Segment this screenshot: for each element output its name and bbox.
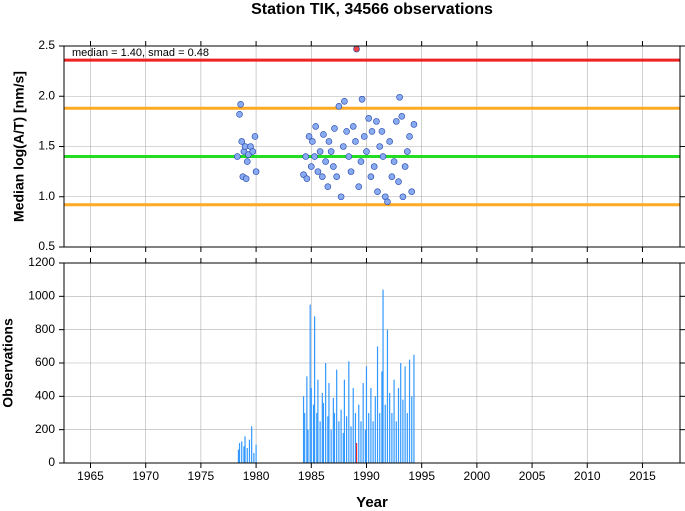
y-axis-label: Observations xyxy=(0,318,16,408)
y-tick-label: 1.5 xyxy=(38,139,55,153)
point xyxy=(238,138,246,145)
point xyxy=(335,103,343,110)
point xyxy=(378,128,386,135)
point xyxy=(333,173,340,180)
point xyxy=(404,148,411,155)
point xyxy=(358,95,366,103)
point xyxy=(319,173,326,180)
point xyxy=(360,133,368,140)
y-tick-label: 2.5 xyxy=(38,38,55,52)
point xyxy=(305,133,313,140)
point xyxy=(327,148,335,155)
point xyxy=(390,158,398,165)
point xyxy=(331,125,338,132)
point xyxy=(302,153,310,160)
x-tick-label: 2010 xyxy=(574,469,601,483)
point xyxy=(330,163,337,170)
point xyxy=(314,168,322,175)
point xyxy=(303,175,311,182)
x-tick-label: 2000 xyxy=(464,469,491,483)
point xyxy=(325,138,333,145)
y-tick-label: 600 xyxy=(35,355,55,369)
point xyxy=(384,198,391,206)
point xyxy=(408,188,416,196)
point xyxy=(398,113,406,120)
point xyxy=(242,175,250,182)
y-axis-label: Median log(A/T) [nm/s] xyxy=(11,71,27,222)
point xyxy=(249,148,257,155)
x-tick-label: 1975 xyxy=(188,469,215,483)
y-tick-label: 0.5 xyxy=(38,239,55,253)
plot-frame xyxy=(63,45,681,248)
point xyxy=(392,118,400,125)
point xyxy=(349,123,357,130)
point xyxy=(357,158,365,165)
point xyxy=(339,143,347,150)
point xyxy=(309,138,316,145)
point xyxy=(337,193,345,201)
y-tick-label: 1200 xyxy=(28,255,55,269)
x-tick-label: 1980 xyxy=(243,469,270,483)
y-tick-label: 2.0 xyxy=(38,88,55,102)
point xyxy=(395,178,402,185)
point xyxy=(343,128,350,135)
x-tick-label: 1985 xyxy=(298,469,325,483)
y-tick-label: 400 xyxy=(35,389,55,403)
point xyxy=(322,158,329,165)
point xyxy=(374,188,381,196)
point xyxy=(376,143,384,150)
point xyxy=(341,97,348,105)
x-tick-label: 1995 xyxy=(408,469,435,483)
point xyxy=(368,128,376,135)
point xyxy=(406,133,413,140)
point xyxy=(237,100,244,108)
point xyxy=(251,133,259,140)
point xyxy=(388,173,396,180)
point xyxy=(311,153,318,160)
point xyxy=(324,183,332,190)
y-tick-label: 1000 xyxy=(28,289,55,303)
y-tick-label: 200 xyxy=(35,422,55,436)
point xyxy=(347,168,355,175)
point xyxy=(399,193,407,201)
y-tick-label: 0 xyxy=(48,455,55,469)
point xyxy=(252,168,260,175)
point xyxy=(236,111,243,118)
point xyxy=(312,123,319,130)
point xyxy=(353,45,360,53)
x-tick-label: 2005 xyxy=(519,469,546,483)
point xyxy=(401,163,409,170)
point xyxy=(307,163,315,170)
point xyxy=(370,163,378,170)
plot-frame xyxy=(63,262,681,464)
x-tick-label: 1990 xyxy=(353,469,380,483)
x-tick-label: 1965 xyxy=(77,469,104,483)
point xyxy=(320,131,327,138)
point xyxy=(365,115,372,122)
point xyxy=(373,118,380,125)
point xyxy=(363,148,370,155)
point xyxy=(355,183,363,190)
x-tick-label: 2015 xyxy=(629,469,656,483)
point xyxy=(241,143,249,150)
chart-title: Station TIK, 34566 observations xyxy=(251,1,493,18)
point xyxy=(316,148,324,155)
point xyxy=(410,121,418,128)
x-axis-label: Year xyxy=(356,494,388,511)
point xyxy=(386,138,393,145)
annotation: median = 1.40, smad = 0.48 xyxy=(72,47,209,59)
y-tick-label: 800 xyxy=(35,322,55,336)
point xyxy=(234,153,241,160)
point xyxy=(345,153,353,160)
x-tick-label: 1970 xyxy=(132,469,159,483)
point xyxy=(379,153,387,160)
point xyxy=(243,158,251,165)
point xyxy=(352,138,359,145)
y-tick-label: 1.0 xyxy=(38,189,55,203)
point xyxy=(396,93,403,101)
point xyxy=(367,173,375,180)
